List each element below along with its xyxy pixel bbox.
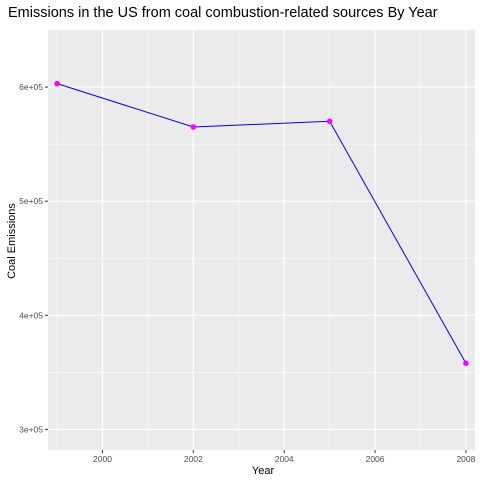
y-tick-label: 5e+05 [19, 196, 43, 206]
x-tick-label: 2000 [93, 454, 112, 464]
x-axis-ticks: 2000 2002 2004 2006 2008 [93, 450, 476, 464]
data-point [463, 360, 469, 367]
y-tick-label: 6e+05 [19, 82, 43, 92]
x-tick-label: 2002 [184, 454, 203, 464]
x-axis-label: Year [252, 465, 275, 477]
data-point [326, 118, 333, 125]
major-gridlines [48, 30, 475, 450]
chart-title: Emissions in the US from coal combustion… [8, 5, 438, 21]
minor-gridlines [48, 30, 475, 450]
y-tick-label: 3e+05 [19, 424, 43, 434]
y-axis-label: Coal Emissions [6, 203, 18, 279]
x-tick-label: 2006 [366, 454, 385, 464]
plot-panel [48, 30, 475, 450]
series-line [56, 83, 467, 364]
series-layer [54, 80, 469, 367]
data-point [54, 80, 60, 87]
x-tick-label: 2004 [275, 454, 294, 464]
y-axis-ticks: 3e+05 4e+05 5e+05 6e+05 [19, 82, 48, 434]
x-tick-label: 2008 [456, 454, 475, 464]
data-point [190, 124, 197, 130]
y-tick-label: 4e+05 [19, 310, 43, 320]
